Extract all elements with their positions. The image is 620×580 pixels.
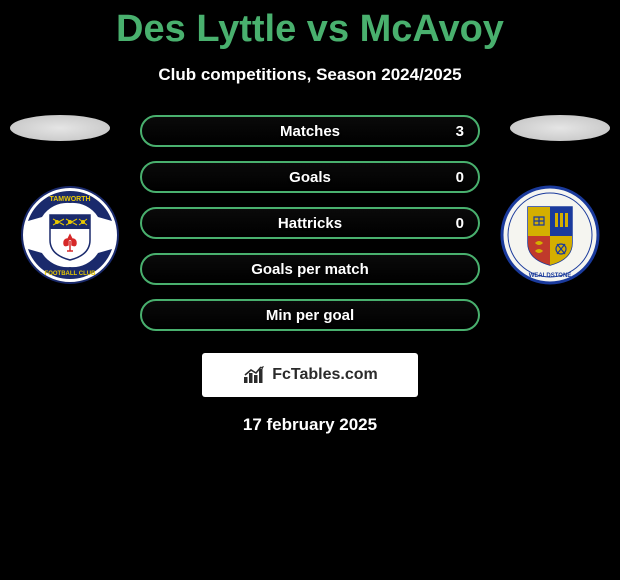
wealdstone-crest-icon: WEALDSTONE [500, 185, 600, 285]
club-crest-left: TAMWORTH FOOTBALL CLUB [20, 185, 120, 285]
stat-row-goals-per-match: Goals per match [140, 253, 480, 285]
stat-label: Min per goal [266, 307, 354, 324]
comparison-panel: TAMWORTH FOOTBALL CLUB WEALDSTONE [0, 115, 620, 435]
stat-label: Goals per match [251, 261, 369, 278]
stat-value-right: 0 [456, 169, 464, 186]
subtitle: Club competitions, Season 2024/2025 [0, 65, 620, 85]
brand-badge[interactable]: FcTables.com [202, 353, 418, 397]
svg-text:TAMWORTH: TAMWORTH [49, 196, 90, 203]
tamworth-crest-icon: TAMWORTH FOOTBALL CLUB [20, 185, 120, 285]
stat-label: Matches [280, 123, 340, 140]
brand-text: FcTables.com [272, 366, 378, 384]
stat-value-right: 3 [456, 123, 464, 140]
svg-text:WEALDSTONE: WEALDSTONE [529, 273, 572, 279]
player-left-placeholder [10, 115, 110, 141]
stat-row-min-per-goal: Min per goal [140, 299, 480, 331]
stat-label: Goals [289, 169, 331, 186]
club-crest-right: WEALDSTONE [500, 185, 600, 285]
stats-list: Matches 3 Goals 0 Hattricks 0 Goals per … [140, 115, 480, 331]
svg-text:FOOTBALL CLUB: FOOTBALL CLUB [45, 271, 97, 277]
date-line: 17 february 2025 [0, 415, 620, 435]
stat-label: Hattricks [278, 215, 342, 232]
chart-icon [242, 365, 266, 385]
page-title: Des Lyttle vs McAvoy [0, 0, 620, 51]
stat-row-matches: Matches 3 [140, 115, 480, 147]
stat-value-right: 0 [456, 215, 464, 232]
stat-row-goals: Goals 0 [140, 161, 480, 193]
player-right-placeholder [510, 115, 610, 141]
stat-row-hattricks: Hattricks 0 [140, 207, 480, 239]
